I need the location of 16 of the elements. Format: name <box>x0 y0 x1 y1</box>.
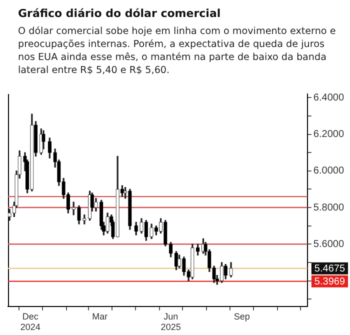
candlestick <box>34 121 38 157</box>
candlestick <box>174 251 178 270</box>
ref-line-label: 5.4675 <box>314 264 346 275</box>
x-tick-label: Mar <box>92 311 108 322</box>
chart-title: Gráfico diário do dólar comercial <box>18 7 221 20</box>
x-tick-label: Jun 2025 <box>160 311 181 332</box>
ref-line-label: 5.3969 <box>314 276 346 288</box>
x-tick-label: Dec 2024 <box>20 311 40 332</box>
y-tick-label: 5.6000 <box>313 238 344 250</box>
y-tick-label: 6.0000 <box>313 166 344 177</box>
x-tick-label: Sep <box>234 311 250 322</box>
y-tick-label: 5.8000 <box>313 202 344 214</box>
chart-subtitle: O dólar comercial sobe hoje em linha com o movimento externo e preocupações internas. Porém, a expectativa de queda de juros nos EUA ainda esse mês, o mantém na parte de baixo da banda lateral entre R$ 5,40 e R$ 5,60. <box>18 25 337 77</box>
candlestick <box>220 262 224 283</box>
y-tick-label: 6.4000 <box>313 92 344 104</box>
y-tick-label: 6.2000 <box>313 129 344 140</box>
